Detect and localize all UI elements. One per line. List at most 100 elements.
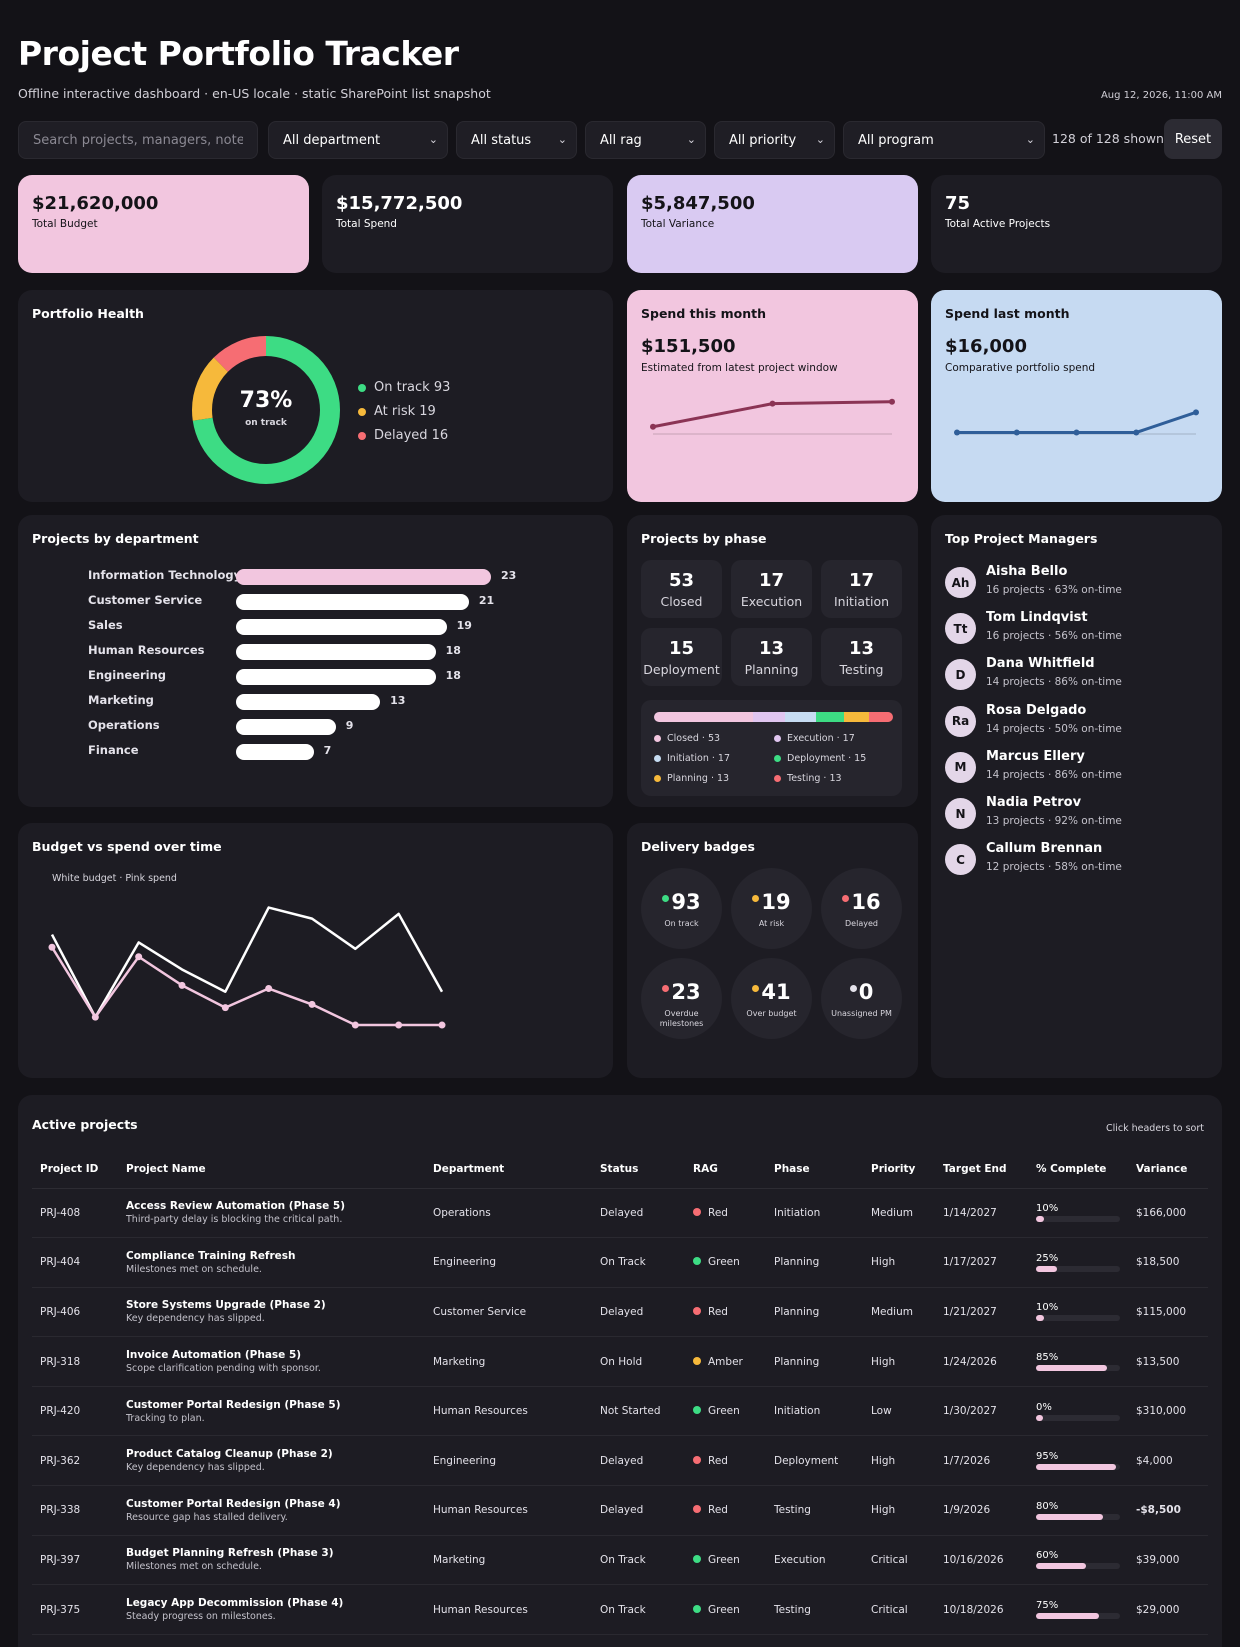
search-input[interactable]	[18, 121, 258, 159]
spend-last-month-sparkline	[954, 409, 1199, 436]
progress-track	[1036, 1464, 1120, 1471]
status-dot-icon	[662, 894, 670, 902]
status-dot-icon	[842, 894, 850, 902]
table-row[interactable]: PRJ-397 Budget Planning Refresh (Phase 3)…	[32, 1535, 1208, 1586]
dept-value: 23	[501, 569, 517, 582]
dept-value: 18	[445, 669, 461, 682]
phase-bar-segment	[752, 712, 785, 722]
column-header-pct-complete[interactable]: % Complete	[1028, 1150, 1128, 1189]
project-note: Scope clarification pending with sponsor…	[126, 1363, 321, 1375]
delivery-badge: 23 Overdue milestones	[641, 958, 722, 1039]
cell-status: On Hold	[592, 1336, 685, 1387]
cell-phase: Initiation	[766, 1188, 863, 1239]
table-row[interactable]: PRJ-406 Store Systems Upgrade (Phase 2) Ke…	[32, 1287, 1208, 1338]
table-row[interactable]: PRJ-362 Product Catalog Cleanup (Phase 2)…	[32, 1435, 1208, 1487]
avatar: D	[945, 659, 976, 691]
status-filter[interactable]: All status ⌄	[456, 121, 577, 159]
spend-point	[351, 1021, 359, 1029]
cell-project-id: PRJ-397	[32, 1535, 118, 1586]
kpi-total-variance: $5,847,500 Total Variance	[627, 175, 918, 273]
column-header-rag[interactable]: RAG	[685, 1150, 766, 1189]
cell-priority: Medium	[863, 1287, 935, 1338]
column-header-target-end[interactable]: Target End	[935, 1150, 1028, 1189]
priority-filter[interactable]: All priority ⌄	[714, 121, 835, 159]
cell-rag: Red	[685, 1435, 766, 1487]
cell-pct-complete: 85%	[1028, 1336, 1128, 1387]
donut-center-label: on track	[245, 418, 287, 428]
cell-status: Delayed	[592, 1485, 685, 1536]
kpi-label: Total Spend	[336, 218, 397, 230]
cell-target-end: 1/7/2026	[935, 1435, 1028, 1487]
cell-priority: Low	[863, 1386, 935, 1437]
badge-label: At risk	[758, 919, 785, 928]
project-name: Budget Planning Refresh (Phase 3)	[126, 1547, 334, 1560]
projects-by-department-card: Projects by department Information Techn…	[18, 515, 613, 807]
column-header-project-id[interactable]: Project ID	[32, 1150, 118, 1189]
series-line-budget	[50, 906, 444, 1019]
spend-point	[48, 943, 56, 951]
cell-variance: -$8,500	[1128, 1485, 1208, 1536]
column-header-priority[interactable]: Priority	[863, 1150, 935, 1189]
kpi-label: Total Budget	[32, 218, 98, 230]
project-name: Compliance Training Refresh	[126, 1249, 296, 1262]
cell-variance: $39,000	[1128, 1535, 1208, 1586]
table-row[interactable]: PRJ-375 Legacy App Decommission (Phase 4)…	[32, 1584, 1208, 1635]
phase-legend-initiation: Initiation · 17	[654, 753, 730, 764]
rag-filter[interactable]: All rag ⌄	[585, 121, 706, 159]
table-row[interactable]: PRJ-404 Compliance Training Refresh Milest…	[32, 1237, 1208, 1288]
delivery-badge: 0 Unassigned PM	[821, 958, 902, 1039]
column-header-variance[interactable]: Variance	[1128, 1150, 1208, 1189]
page-title: Project Portfolio Tracker	[18, 34, 459, 73]
page-subtitle: Offline interactive dashboard · en-US lo…	[18, 86, 491, 101]
rag-dot-icon	[693, 1455, 701, 1464]
column-header-project-name[interactable]: Project Name	[118, 1150, 425, 1189]
project-note: Tracking to plan.	[126, 1412, 205, 1424]
badge-label: Overdue milestones	[659, 1009, 704, 1028]
program-filter[interactable]: All program ⌄	[843, 121, 1045, 159]
column-header-phase[interactable]: Phase	[766, 1150, 863, 1189]
project-note: Milestones met on schedule.	[126, 1561, 262, 1573]
project-note: Key dependency has slipped.	[126, 1462, 265, 1474]
table-row[interactable]: PRJ-338 Customer Portal Redesign (Phase 4…	[32, 1485, 1208, 1536]
legend-dot-icon	[654, 755, 661, 762]
cell-department: Marketing	[425, 1535, 592, 1586]
spend-subtitle: Comparative portfolio spend	[945, 362, 1096, 374]
cell-rag: Green	[685, 1535, 766, 1586]
cell-status: Delayed	[592, 1435, 685, 1487]
column-header-status[interactable]: Status	[592, 1150, 685, 1189]
card-title: Portfolio Health	[32, 306, 144, 321]
cell-variance: $4,000	[1128, 1435, 1208, 1487]
cell-rag: Red	[685, 1188, 766, 1239]
column-header-department[interactable]: Department	[425, 1150, 592, 1189]
delivery-badge: 19 At risk	[731, 868, 812, 949]
dept-bar	[236, 744, 314, 760]
cell-phase: Planning	[766, 1336, 863, 1387]
avatar: N	[945, 798, 976, 829]
budget-vs-spend-card: Budget vs spend over time White budget ·…	[18, 823, 613, 1078]
table-row[interactable]: PRJ-408 Access Review Automation (Phase 5…	[32, 1188, 1208, 1239]
dept-label: Human Resources	[88, 643, 205, 657]
project-name: Access Review Automation (Phase 5)	[126, 1200, 345, 1213]
progress-fill	[1036, 1216, 1045, 1223]
table-row[interactable]: PRJ-318 Invoice Automation (Phase 5) Scope…	[32, 1336, 1208, 1387]
reset-button[interactable]: Reset	[1164, 119, 1222, 159]
donut-center-value: 73%	[239, 388, 293, 413]
table-row[interactable]: PRJ-420 Customer Portal Redesign (Phase 5…	[32, 1386, 1208, 1437]
spend-point	[178, 981, 186, 989]
cell-phase: Planning	[766, 1237, 863, 1288]
project-note: Third-party delay is blocking the critic…	[126, 1214, 343, 1226]
kpi-value: $21,620,000	[32, 193, 159, 214]
manager-meta: 16 projects · 63% on-time	[986, 584, 1122, 596]
top-project-managers-card: Top Project Managers Ah Aisha Bello 16 pro…	[931, 515, 1222, 1078]
cell-pct-complete: 95%	[1028, 1435, 1128, 1487]
cell-rag: Red	[685, 1485, 766, 1536]
cell-variance: $115,000	[1128, 1287, 1208, 1338]
project-note: Milestones met on schedule.	[126, 1263, 262, 1275]
cell-status: Delayed	[592, 1188, 685, 1239]
cell-priority: High	[863, 1237, 935, 1288]
spend-point	[395, 1021, 403, 1029]
phase-distribution-panel: Closed · 53 Execution · 17 Initiation · …	[641, 700, 902, 796]
department-filter[interactable]: All department ⌄	[268, 121, 448, 159]
dept-label: Customer Service	[88, 593, 203, 607]
portfolio-health-card: Portfolio Health 73% on track On track 9…	[18, 290, 613, 502]
